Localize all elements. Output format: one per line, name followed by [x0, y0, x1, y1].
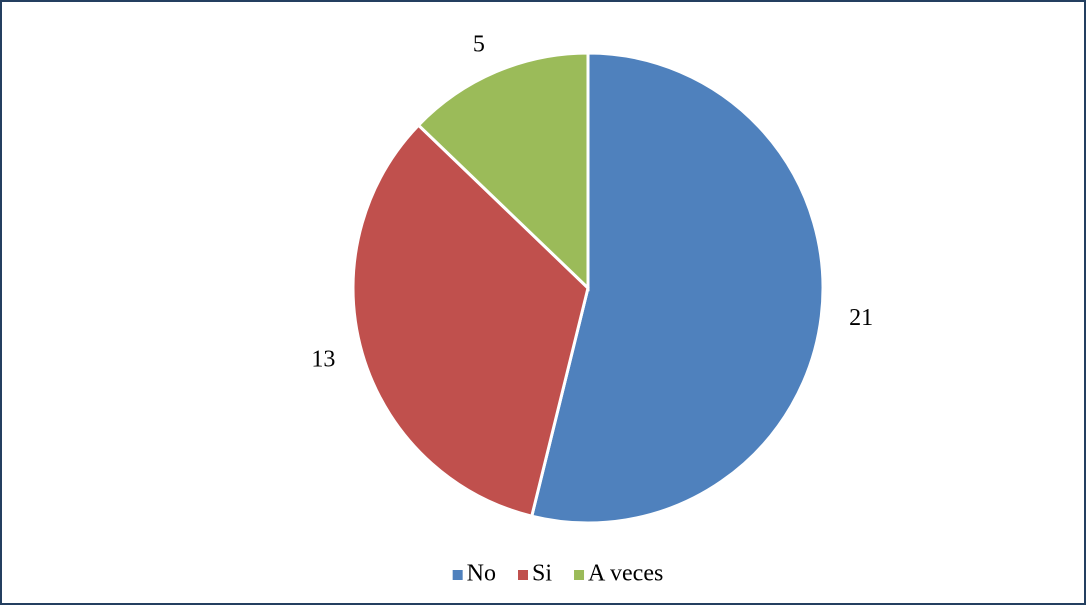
pie — [351, 51, 825, 525]
pie-slice — [351, 123, 590, 518]
data-label: 21 — [849, 305, 873, 331]
data-labels: 21 13 5 — [311, 32, 873, 373]
legend: No Si A veces — [452, 561, 663, 587]
pie-slice — [416, 51, 590, 292]
legend-label: Si — [532, 561, 552, 587]
pie-slice — [529, 51, 825, 525]
legend-label: No — [467, 561, 496, 587]
legend-swatch — [518, 570, 529, 580]
legend-swatch — [452, 570, 463, 580]
legend-label: A veces — [588, 561, 663, 587]
data-label: 5 — [473, 32, 485, 58]
legend-swatch — [574, 570, 585, 580]
data-label: 13 — [311, 347, 335, 373]
